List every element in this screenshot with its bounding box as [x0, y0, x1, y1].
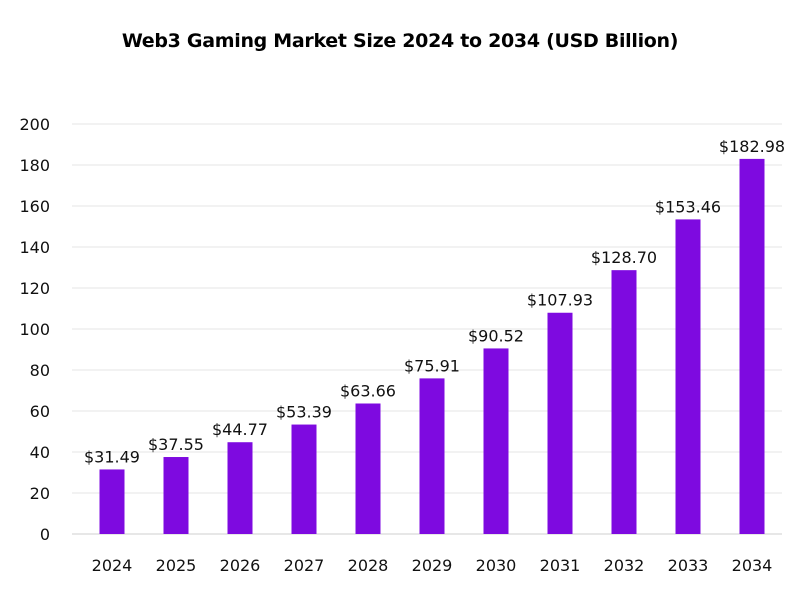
data-label: $75.91 [404, 356, 460, 375]
y-tick-label: 40 [30, 443, 50, 462]
y-tick-label: 60 [30, 402, 50, 421]
data-label: $107.93 [527, 291, 593, 310]
data-label: $182.98 [719, 137, 785, 156]
data-label: $63.66 [340, 381, 396, 400]
x-tick-label: 2028 [348, 556, 389, 575]
bar [675, 219, 701, 535]
bar [227, 442, 253, 534]
bar [419, 378, 445, 534]
data-label: $128.70 [591, 248, 657, 267]
y-tick-label: 20 [30, 484, 50, 503]
x-tick-label: 2025 [156, 556, 197, 575]
y-tick-label: 160 [19, 197, 50, 216]
bar [163, 457, 189, 534]
data-label: $44.77 [212, 420, 268, 439]
bar [483, 348, 509, 534]
y-tick-label: 100 [19, 320, 50, 339]
data-label: $31.49 [84, 447, 140, 466]
bar [99, 469, 125, 534]
bar [547, 312, 573, 534]
y-tick-label: 120 [19, 279, 50, 298]
chart-title: Web3 Gaming Market Size 2024 to 2034 (US… [121, 30, 679, 52]
y-tick-label: 0 [40, 525, 50, 544]
x-tick-label: 2032 [604, 556, 645, 575]
y-tick-label: 180 [19, 156, 50, 175]
x-tick-label: 2034 [732, 556, 773, 575]
bar [739, 158, 765, 535]
x-tick-label: 2024 [92, 556, 133, 575]
x-tick-label: 2026 [220, 556, 261, 575]
x-tick-label: 2030 [476, 556, 517, 575]
x-tick-label: 2031 [540, 556, 581, 575]
bar [291, 424, 317, 534]
x-tick-label: 2033 [668, 556, 709, 575]
data-label: $153.46 [655, 197, 721, 216]
data-label: $53.39 [276, 403, 332, 422]
x-tick-label: 2027 [284, 556, 325, 575]
y-tick-label: 80 [30, 361, 50, 380]
x-tick-label: 2029 [412, 556, 453, 575]
bar [611, 270, 637, 534]
data-label: $90.52 [468, 326, 524, 345]
y-tick-label: 200 [19, 115, 50, 134]
data-label: $37.55 [148, 435, 204, 454]
bar [355, 403, 381, 534]
y-tick-label: 140 [19, 238, 50, 257]
